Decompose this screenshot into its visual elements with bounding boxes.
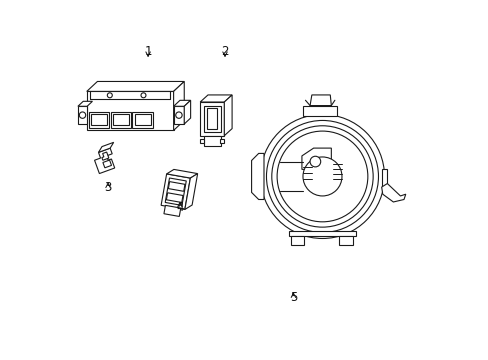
Polygon shape bbox=[200, 95, 232, 102]
Circle shape bbox=[107, 93, 112, 98]
Polygon shape bbox=[173, 81, 184, 130]
Polygon shape bbox=[135, 114, 150, 125]
Polygon shape bbox=[381, 169, 386, 187]
Polygon shape bbox=[207, 108, 217, 129]
Polygon shape bbox=[184, 174, 197, 210]
Polygon shape bbox=[200, 139, 204, 144]
Circle shape bbox=[303, 157, 341, 196]
Polygon shape bbox=[173, 106, 184, 124]
Polygon shape bbox=[200, 102, 224, 136]
Circle shape bbox=[271, 126, 372, 227]
Circle shape bbox=[309, 156, 320, 167]
Polygon shape bbox=[290, 236, 304, 245]
Polygon shape bbox=[132, 112, 153, 127]
Polygon shape bbox=[168, 181, 184, 191]
Polygon shape bbox=[288, 231, 355, 236]
Polygon shape bbox=[309, 95, 331, 105]
Polygon shape bbox=[301, 148, 331, 169]
Polygon shape bbox=[173, 100, 190, 106]
Circle shape bbox=[141, 93, 145, 98]
Text: 3: 3 bbox=[104, 181, 111, 194]
Polygon shape bbox=[163, 205, 181, 216]
Polygon shape bbox=[220, 139, 224, 144]
Polygon shape bbox=[166, 193, 183, 202]
Polygon shape bbox=[251, 153, 264, 199]
Polygon shape bbox=[86, 81, 184, 91]
Polygon shape bbox=[78, 106, 87, 124]
Text: 5: 5 bbox=[289, 291, 297, 304]
Polygon shape bbox=[88, 112, 109, 127]
Polygon shape bbox=[98, 142, 113, 152]
Circle shape bbox=[266, 121, 378, 233]
Polygon shape bbox=[381, 184, 405, 202]
Polygon shape bbox=[161, 174, 190, 210]
Polygon shape bbox=[102, 152, 109, 160]
Circle shape bbox=[79, 112, 85, 118]
Polygon shape bbox=[224, 95, 232, 136]
Polygon shape bbox=[94, 148, 115, 174]
Polygon shape bbox=[113, 114, 128, 125]
Polygon shape bbox=[91, 114, 106, 125]
Circle shape bbox=[260, 114, 384, 238]
Polygon shape bbox=[110, 112, 131, 127]
Text: 4: 4 bbox=[176, 201, 183, 214]
Polygon shape bbox=[166, 170, 197, 178]
Polygon shape bbox=[102, 160, 111, 168]
Polygon shape bbox=[165, 178, 186, 206]
Text: 2: 2 bbox=[221, 45, 228, 58]
Polygon shape bbox=[78, 101, 92, 106]
Text: 1: 1 bbox=[144, 45, 152, 58]
Polygon shape bbox=[203, 105, 220, 132]
Polygon shape bbox=[303, 105, 336, 116]
Polygon shape bbox=[203, 136, 220, 145]
Polygon shape bbox=[339, 236, 352, 245]
Circle shape bbox=[277, 131, 367, 222]
Polygon shape bbox=[311, 162, 332, 182]
Polygon shape bbox=[184, 100, 190, 124]
Polygon shape bbox=[86, 91, 173, 130]
Circle shape bbox=[175, 112, 182, 118]
